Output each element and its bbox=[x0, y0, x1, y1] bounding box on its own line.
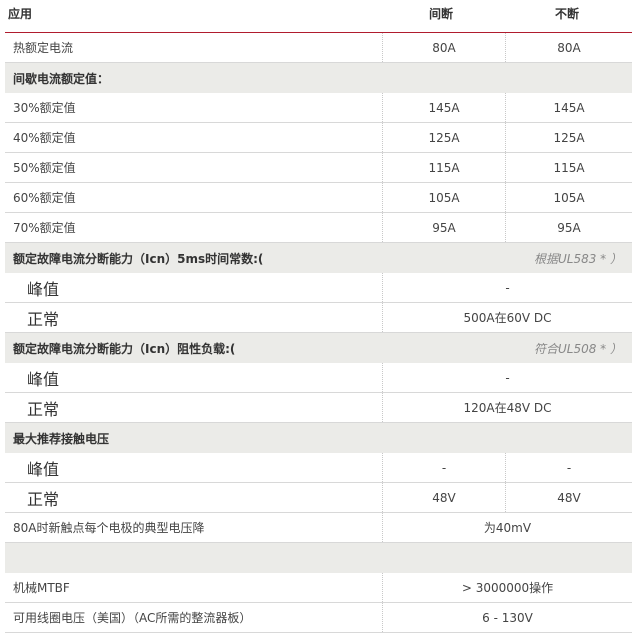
section-note: 符合UL508 * ） bbox=[533, 341, 622, 356]
row-label: 正常 bbox=[27, 399, 60, 419]
row-label: 间歇电流额定值： bbox=[13, 71, 110, 86]
table-row: 30%额定值 145A 145A bbox=[5, 93, 632, 123]
intermittent-value: 145A bbox=[382, 93, 505, 122]
merged-value: - bbox=[382, 363, 632, 392]
table-row: 机械MTBF > 3000000操作 bbox=[5, 573, 632, 603]
continuous-value: 48V bbox=[505, 483, 632, 512]
row-label: 可用线圈电压（美国）（AC所需的整流器板） bbox=[13, 611, 252, 625]
row-label: 30%额定值 bbox=[13, 101, 76, 115]
row-label: 70%额定值 bbox=[13, 221, 76, 235]
continuous-value: 115A bbox=[505, 153, 632, 182]
table-row: 70%额定值 95A 95A bbox=[5, 213, 632, 243]
section-row bbox=[5, 543, 632, 573]
continuous-value: - bbox=[505, 453, 632, 482]
row-label: 50%额定值 bbox=[13, 161, 76, 175]
intermittent-value: 80A bbox=[382, 33, 505, 62]
row-label: 额定故障电流分断能力（Icn）阻性负载:( bbox=[13, 341, 236, 356]
table-row: 正常 48V 48V bbox=[5, 483, 632, 513]
table-header: 应用 间断 不断 bbox=[5, 0, 632, 33]
table-row: 可用线圈电压（美国）（AC所需的整流器板） 6 - 130V bbox=[5, 603, 632, 633]
table-row: 峰值 - bbox=[5, 363, 632, 393]
continuous-value: 95A bbox=[505, 213, 632, 242]
section-row: 间歇电流额定值： bbox=[5, 63, 632, 93]
table-row: 50%额定值 115A 115A bbox=[5, 153, 632, 183]
row-label: 峰值 bbox=[27, 369, 60, 389]
table-row: 40%额定值 125A 125A bbox=[5, 123, 632, 153]
continuous-value: 145A bbox=[505, 93, 632, 122]
row-label: 峰值 bbox=[27, 459, 60, 479]
table-row: 80A时新触点每个电极的典型电压降 为40mV bbox=[5, 513, 632, 543]
row-label: 机械MTBF bbox=[13, 581, 70, 595]
continuous-value: 105A bbox=[505, 183, 632, 212]
header-application: 应用 bbox=[8, 7, 33, 21]
row-label: 热额定电流 bbox=[13, 41, 74, 55]
table-row: 热额定电流 80A 80A bbox=[5, 33, 632, 63]
row-label: 正常 bbox=[27, 489, 60, 509]
table-row: 峰值 - - bbox=[5, 453, 632, 483]
intermittent-value: 115A bbox=[382, 153, 505, 182]
section-row: 额定故障电流分断能力（Icn）5ms时间常数:( 根据UL583 * ） bbox=[5, 243, 632, 273]
merged-value: > 3000000操作 bbox=[382, 573, 632, 602]
merged-value: - bbox=[382, 273, 632, 302]
table-row: 正常 500A在60V DC bbox=[5, 303, 632, 333]
section-row: 最大推荐接触电压 bbox=[5, 423, 632, 453]
row-label: 峰值 bbox=[27, 279, 60, 299]
table-row: 峰值 - bbox=[5, 273, 632, 303]
intermittent-value: 125A bbox=[382, 123, 505, 152]
row-label: 额定故障电流分断能力（Icn）5ms时间常数:( bbox=[13, 251, 264, 266]
row-label: 40%额定值 bbox=[13, 131, 76, 145]
merged-value: 120A在48V DC bbox=[382, 393, 632, 422]
table-row: 正常 120A在48V DC bbox=[5, 393, 632, 423]
row-label: 最大推荐接触电压 bbox=[13, 431, 110, 446]
section-row: 额定故障电流分断能力（Icn）阻性负载:( 符合UL508 * ） bbox=[5, 333, 632, 363]
row-label bbox=[5, 543, 525, 573]
row-label: 80A时新触点每个电极的典型电压降 bbox=[13, 521, 205, 535]
intermittent-value: 48V bbox=[382, 483, 505, 512]
row-label: 正常 bbox=[27, 309, 60, 329]
intermittent-value: 95A bbox=[382, 213, 505, 242]
intermittent-value: - bbox=[382, 453, 505, 482]
section-note: 根据UL583 * ） bbox=[533, 251, 622, 266]
merged-value: 6 - 130V bbox=[382, 603, 632, 632]
merged-value: 为40mV bbox=[382, 513, 632, 542]
header-continuous: 不断 bbox=[555, 7, 580, 21]
row-label: 60%额定值 bbox=[13, 191, 76, 205]
continuous-value: 125A bbox=[505, 123, 632, 152]
table-row: 60%额定值 105A 105A bbox=[5, 183, 632, 213]
intermittent-value: 105A bbox=[382, 183, 505, 212]
merged-value: 500A在60V DC bbox=[382, 303, 632, 332]
header-intermittent: 间断 bbox=[429, 7, 454, 21]
continuous-value: 80A bbox=[505, 33, 632, 62]
